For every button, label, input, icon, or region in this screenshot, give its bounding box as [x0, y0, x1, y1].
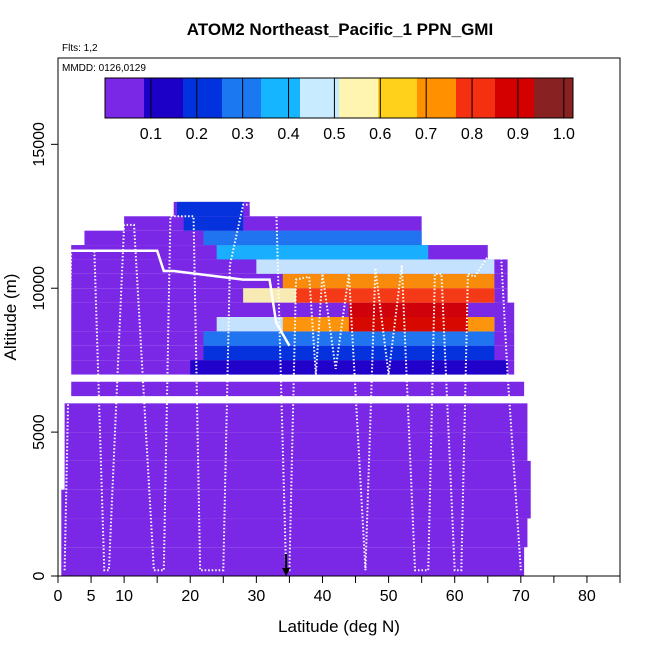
curtain-band [124, 216, 422, 231]
curtain-plot [61, 201, 531, 576]
colorbar-tick-label: 0.5 [323, 126, 345, 143]
colorbar-tick-label: 0.7 [415, 126, 437, 143]
x-tick-label: 5 [87, 588, 96, 605]
curtain-cell [282, 273, 495, 289]
flight-tracks [63, 203, 522, 576]
flights-annotation: Flts: 1,2 [62, 43, 98, 54]
curtain-cell [177, 201, 244, 217]
flight-track-2-line [63, 203, 522, 572]
curtain-band [64, 460, 531, 490]
curtain-cell [256, 259, 495, 274]
colorbar-segment [378, 78, 418, 118]
x-tick-label: 60 [446, 588, 464, 605]
x-tick-label: 70 [512, 588, 530, 605]
x-tick-label: 0 [54, 588, 63, 605]
colorbar-tick-label: 0.8 [461, 126, 483, 143]
flight-track-1-line [71, 249, 291, 347]
y-tick-label: 10000 [31, 266, 48, 311]
curtain-cell [216, 245, 429, 260]
x-tick-label: 50 [380, 588, 398, 605]
colorbar-frame [104, 77, 574, 119]
curtain-cell [348, 302, 468, 332]
curtain-band [64, 432, 528, 461]
x-tick-label: 80 [578, 588, 596, 605]
colorbar-segment [300, 78, 340, 118]
colorbar-tick-label: 0.2 [186, 126, 208, 143]
colorbar-segment [456, 78, 496, 118]
plot-frame [57, 57, 621, 577]
y-tick-label: 0 [31, 571, 48, 580]
colorbar-segment [222, 78, 262, 118]
curtain-band [61, 518, 528, 548]
curtain-band [61, 547, 525, 576]
colorbar-segment [261, 78, 301, 118]
marker-arrow-head [282, 568, 291, 576]
curtain-band [61, 489, 531, 519]
colorbar-tick-label: 1.0 [553, 126, 575, 143]
colorbar-tick-label: 0.4 [277, 126, 299, 143]
y-tick-label: 15000 [31, 122, 48, 167]
curtain-cell [183, 216, 244, 231]
x-tick-label: 20 [181, 588, 199, 605]
colorbar-segment [417, 78, 457, 118]
colorbar-segment [534, 78, 574, 118]
colorbar-segment [495, 78, 535, 118]
dates-annotation: MMDD: 0126,0129 [62, 63, 146, 74]
curtain-cell [203, 230, 422, 246]
colorbar: 0.1 0.2 0.3 0.4 0.5 0.6 0.7 0.8 0.9 1.0 [104, 77, 575, 143]
y-axis-label: Altitude (m) [1, 274, 20, 361]
colorbar-tick-label: 0.9 [507, 126, 529, 143]
colorbar-segment [339, 78, 379, 118]
x-tick-label: 40 [314, 588, 332, 605]
x-axis-label: Latitude (deg N) [278, 617, 400, 636]
colorbar-segment [183, 78, 223, 118]
colorbar-tick-label: 0.1 [140, 126, 162, 143]
chart-title: ATOM2 Northeast_Pacific_1 PPN_GMI [187, 20, 493, 39]
curtain-band [64, 403, 528, 433]
colorbar-tick-label: 0.3 [232, 126, 254, 143]
curtain-cell [203, 345, 495, 361]
y-tick-label: 5000 [31, 414, 48, 450]
x-tick-label: 10 [115, 588, 133, 605]
colorbar-segment [144, 78, 184, 118]
x-tick-label: 30 [247, 588, 265, 605]
curtain-cell [203, 331, 495, 346]
colorbar-segment [105, 78, 145, 118]
axes: 0 5 10 20 30 40 50 60 70 80 0 5000 10000 15000 [31, 122, 621, 605]
colorbar-tick-label: 0.6 [369, 126, 391, 143]
curtain-cell [190, 360, 508, 375]
curtain-band [71, 381, 525, 397]
